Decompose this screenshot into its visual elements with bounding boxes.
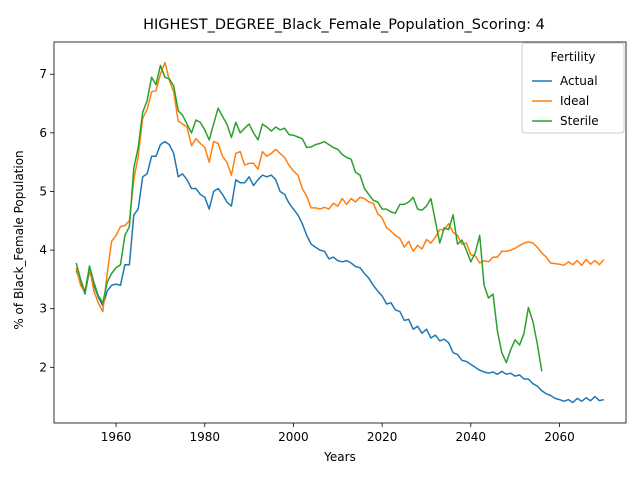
x-tick-label: 1960 [101,430,132,444]
y-tick-label: 6 [39,126,47,140]
y-tick-label: 3 [39,302,47,316]
y-axis-label: % of Black_Female Population [12,150,26,329]
plot-lines [75,61,605,404]
x-tick-label: 2040 [456,430,487,444]
legend-label-sterile: Sterile [560,114,599,128]
y-tick-label: 4 [39,243,47,257]
legend-title: Fertility [550,50,595,64]
legend-label-ideal: Ideal [560,94,589,108]
legend-label-actual: Actual [560,74,598,88]
x-axis-label: Years [323,450,356,464]
y-axis-ticks: 2 3 4 5 6 7 [39,67,54,374]
legend-box [521,42,625,134]
legend: Fertility Actual Ideal Sterile [521,42,625,134]
y-tick-label: 2 [39,360,47,374]
y-tick-label: 5 [39,184,47,198]
series-line-ideal [75,61,605,313]
x-axis-ticks: 1960 1980 2000 2020 2040 2060 [101,423,575,444]
x-tick-label: 2020 [367,430,398,444]
series-line-actual [75,140,604,404]
series-line-sterile [75,64,543,372]
legend-items: Actual Ideal Sterile [532,74,599,128]
x-tick-label: 1980 [189,430,220,444]
plot-area-frame [53,41,627,424]
x-tick-label: 2060 [544,430,575,444]
y-tick-label: 7 [39,67,47,81]
chart-title: HIGHEST_DEGREE_Black_Female_Population_S… [143,17,545,33]
x-tick-label: 2000 [278,430,309,444]
